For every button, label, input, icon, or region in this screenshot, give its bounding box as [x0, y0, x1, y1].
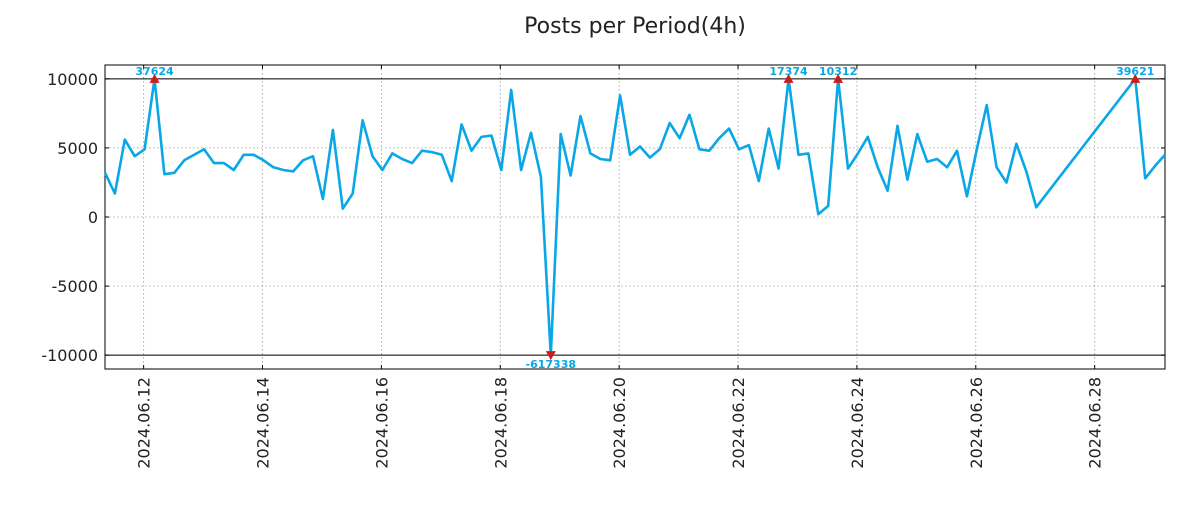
x-tick-label: 2024.06.18 [491, 377, 510, 469]
overflow-value-label: -617338 [526, 358, 577, 371]
overflow-value-label: 37624 [135, 65, 174, 78]
chart-title: Posts per Period(4h) [0, 14, 1200, 39]
x-tick-label: 2024.06.12 [135, 377, 154, 469]
y-tick-label: 0 [88, 208, 98, 227]
y-tick-label: 5000 [57, 139, 98, 158]
y-tick-label: -5000 [52, 277, 99, 296]
y-tick-label: 10000 [47, 70, 98, 89]
y-tick-label: -10000 [41, 346, 98, 365]
x-tick-label: 2024.06.26 [967, 377, 986, 469]
x-tick-label: 2024.06.22 [729, 377, 748, 469]
x-tick-label: 2024.06.28 [1086, 377, 1105, 469]
x-tick-label: 2024.06.16 [372, 377, 391, 469]
overflow-value-label: 10312 [819, 65, 857, 78]
x-tick-label: 2024.06.14 [254, 377, 273, 469]
x-tick-label: 2024.06.20 [610, 377, 629, 469]
x-tick-label: 2024.06.24 [848, 377, 867, 469]
overflow-value-label: 17374 [769, 65, 808, 78]
overflow-value-label: 39621 [1116, 65, 1154, 78]
